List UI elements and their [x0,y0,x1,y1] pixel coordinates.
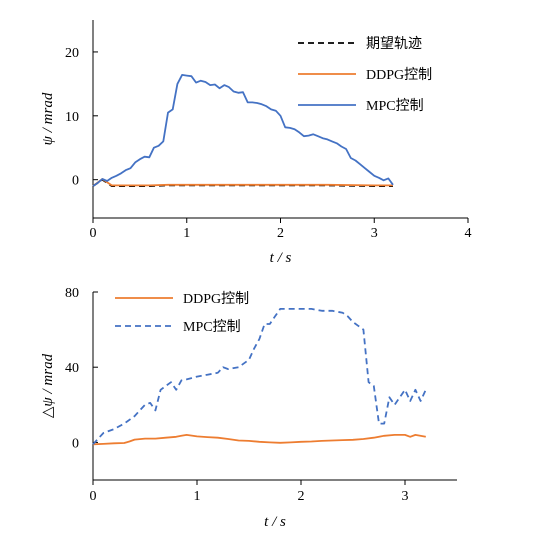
series-line-0 [92,433,426,446]
legend-label: MPC控制 [366,98,424,114]
y-tick-label: 80 [65,286,79,301]
x-axis-label: t / s [270,250,292,266]
x-tick-label: 1 [194,489,201,504]
x-tick-label: 0 [90,226,97,241]
series-line-2 [92,74,394,187]
y-tick-label: 0 [72,436,79,451]
legend-label: DDPG控制 [366,67,432,83]
x-tick-label: 1 [183,226,190,241]
y-axis-label: △ψ / mrad [40,353,56,418]
chart-bottom: 0 40 80 0 1 2 3 t / s △ψ / mrad DDPG控制 MPC控制 [40,286,457,530]
legend-label: MPC控制 [183,319,241,335]
x-tick-label: 3 [371,226,378,241]
series-line-1 [92,178,393,187]
x-tick-label: 2 [298,489,305,504]
x-tick-label: 3 [402,489,409,504]
y-axis-label: ψ / mrad [40,92,56,145]
y-tick-label: 0 [72,174,79,189]
y-tick-label: 40 [65,361,79,376]
legend-label: DDPG控制 [183,291,249,307]
chart-top: 0 10 20 0 1 2 3 4 t / s ψ / mrad 期望轨迹 DDPG控制 MPC控制 [40,20,472,266]
x-axis-label: t / s [264,514,286,530]
x-tick-label: 0 [90,489,97,504]
y-tick-label: 20 [65,46,79,61]
legend-label: 期望轨迹 [366,36,422,52]
x-tick-label: 2 [277,226,284,241]
x-tick-label: 4 [465,226,472,241]
series-line-1 [92,307,427,445]
y-tick-label: 10 [65,110,79,125]
